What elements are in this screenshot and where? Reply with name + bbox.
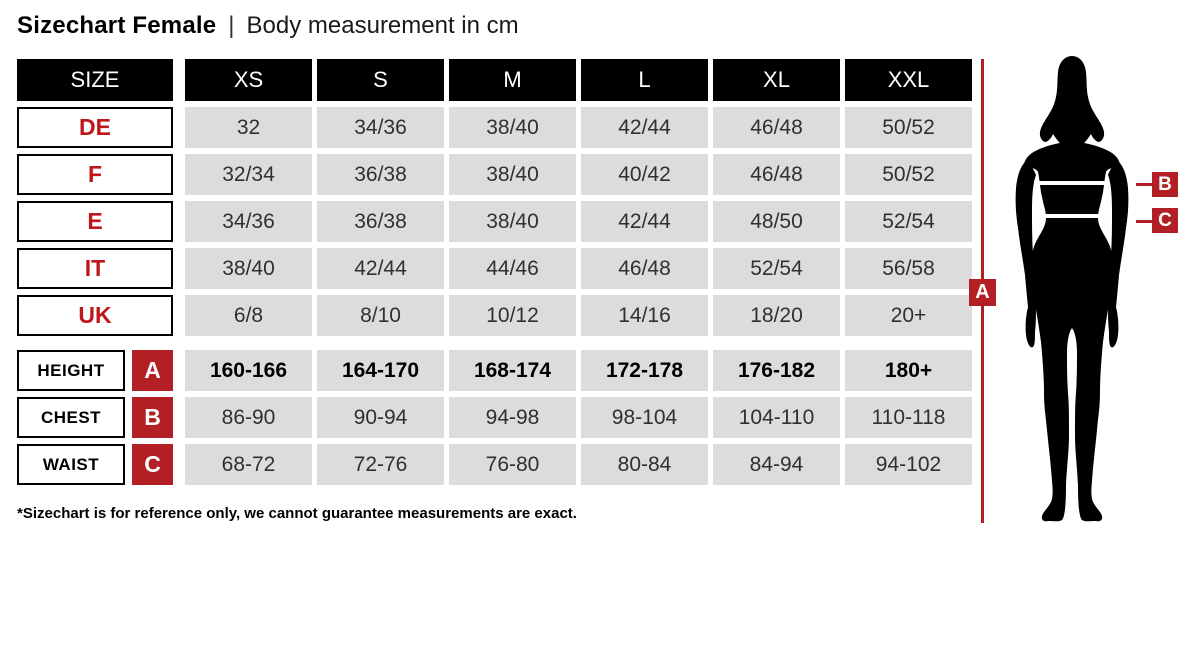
silhouette-left-arm xyxy=(1015,162,1036,348)
measure-cell: 86-90 xyxy=(185,397,312,438)
measure-cell: 76-80 xyxy=(449,444,576,485)
row-label-e: E xyxy=(17,201,173,242)
row-label-height-wrap: HEIGHT A xyxy=(17,350,173,391)
footnote: *Sizechart is for reference only, we can… xyxy=(17,505,577,522)
measure-cell: 80-84 xyxy=(581,444,708,485)
marker-b-table: B xyxy=(132,397,173,438)
marker-a-table: A xyxy=(132,350,173,391)
sizechart-table: SIZE XS S M L XL XXL DE 32 34/36 38/40 4… xyxy=(17,59,977,491)
row-label-waist-wrap: WAIST C xyxy=(17,444,173,485)
size-cell: 52/54 xyxy=(845,201,972,242)
row-label-it: IT xyxy=(17,248,173,289)
measure-cell: 168-174 xyxy=(449,350,576,391)
row-label-waist: WAIST xyxy=(17,444,125,485)
size-cell: 36/38 xyxy=(317,201,444,242)
table-row-chest: CHEST B 86-90 90-94 94-98 98-104 104-110… xyxy=(17,397,977,438)
size-cell: 34/36 xyxy=(185,201,312,242)
table-row-it: IT 38/40 42/44 44/46 46/48 52/54 56/58 xyxy=(17,248,977,289)
waist-line xyxy=(1041,214,1103,218)
figure-marker-b: B xyxy=(1152,172,1178,197)
measure-cell: 94-102 xyxy=(845,444,972,485)
measure-cell: 176-182 xyxy=(713,350,840,391)
measure-cell: 90-94 xyxy=(317,397,444,438)
size-cell: 52/54 xyxy=(713,248,840,289)
size-cell: 46/48 xyxy=(713,154,840,195)
size-cell: 14/16 xyxy=(581,295,708,336)
col-header-m: M xyxy=(449,59,576,101)
table-row-e: E 34/36 36/38 38/40 42/44 48/50 52/54 xyxy=(17,201,977,242)
table-row-de: DE 32 34/36 38/40 42/44 46/48 50/52 xyxy=(17,107,977,148)
size-cell: 42/44 xyxy=(581,107,708,148)
measure-cell: 160-166 xyxy=(185,350,312,391)
measure-cell: 94-98 xyxy=(449,397,576,438)
row-label-de: DE xyxy=(17,107,173,148)
measure-cell: 72-76 xyxy=(317,444,444,485)
female-silhouette xyxy=(1015,56,1129,522)
marker-c-table: C xyxy=(132,444,173,485)
figure-marker-c: C xyxy=(1152,208,1178,233)
silhouette-right-arm xyxy=(1108,162,1129,348)
col-header-l: L xyxy=(581,59,708,101)
col-header-size: SIZE xyxy=(17,59,173,101)
title-divider: | xyxy=(228,12,235,39)
size-cell: 40/42 xyxy=(581,154,708,195)
row-label-f: F xyxy=(17,154,173,195)
row-label-uk: UK xyxy=(17,295,173,336)
size-cell: 50/52 xyxy=(845,154,972,195)
size-cell: 32 xyxy=(185,107,312,148)
size-cell: 6/8 xyxy=(185,295,312,336)
size-cell: 42/44 xyxy=(317,248,444,289)
title-main: Sizechart Female xyxy=(17,12,217,39)
col-header-xxl: XXL xyxy=(845,59,972,101)
col-header-s: S xyxy=(317,59,444,101)
size-cell: 46/48 xyxy=(581,248,708,289)
chest-pointer-dash xyxy=(1136,183,1152,186)
silhouette-head-hair xyxy=(1039,56,1105,146)
size-cell: 34/36 xyxy=(317,107,444,148)
size-cell: 46/48 xyxy=(713,107,840,148)
col-header-xs: XS xyxy=(185,59,312,101)
silhouette-body xyxy=(1023,141,1121,522)
measure-cell: 84-94 xyxy=(713,444,840,485)
table-row-f: F 32/34 36/38 38/40 40/42 46/48 50/52 xyxy=(17,154,977,195)
size-cell: 42/44 xyxy=(581,201,708,242)
measure-cell: 68-72 xyxy=(185,444,312,485)
table-row-uk: UK 6/8 8/10 10/12 14/16 18/20 20+ xyxy=(17,295,977,336)
size-cell: 50/52 xyxy=(845,107,972,148)
chest-line xyxy=(1034,181,1108,185)
measure-cell: 110-118 xyxy=(845,397,972,438)
size-cell: 38/40 xyxy=(449,201,576,242)
title-subtitle: Body measurement in cm xyxy=(246,12,519,39)
measure-cell: 172-178 xyxy=(581,350,708,391)
size-cell: 48/50 xyxy=(713,201,840,242)
size-cell: 36/38 xyxy=(317,154,444,195)
measure-cell: 98-104 xyxy=(581,397,708,438)
size-cell: 38/40 xyxy=(449,107,576,148)
table-row-waist: WAIST C 68-72 72-76 76-80 80-84 84-94 94… xyxy=(17,444,977,485)
size-cell: 32/34 xyxy=(185,154,312,195)
size-cell: 20+ xyxy=(845,295,972,336)
size-cell: 44/46 xyxy=(449,248,576,289)
row-label-chest: CHEST xyxy=(17,397,125,438)
row-label-height: HEIGHT xyxy=(17,350,125,391)
table-header-row: SIZE XS S M L XL XXL xyxy=(17,59,977,101)
row-label-chest-wrap: CHEST B xyxy=(17,397,173,438)
measure-cell: 104-110 xyxy=(713,397,840,438)
table-row-height: HEIGHT A 160-166 164-170 168-174 172-178… xyxy=(17,350,977,391)
page-title: Sizechart Female | Body measurement in cm xyxy=(17,12,519,40)
size-cell: 10/12 xyxy=(449,295,576,336)
size-cell: 18/20 xyxy=(713,295,840,336)
measure-cell: 164-170 xyxy=(317,350,444,391)
figure-marker-a: A xyxy=(969,279,996,306)
size-cell: 38/40 xyxy=(185,248,312,289)
measure-cell: 180+ xyxy=(845,350,972,391)
waist-pointer-dash xyxy=(1136,220,1152,223)
size-cell: 8/10 xyxy=(317,295,444,336)
col-header-xl: XL xyxy=(713,59,840,101)
size-cell: 38/40 xyxy=(449,154,576,195)
size-cell: 56/58 xyxy=(845,248,972,289)
